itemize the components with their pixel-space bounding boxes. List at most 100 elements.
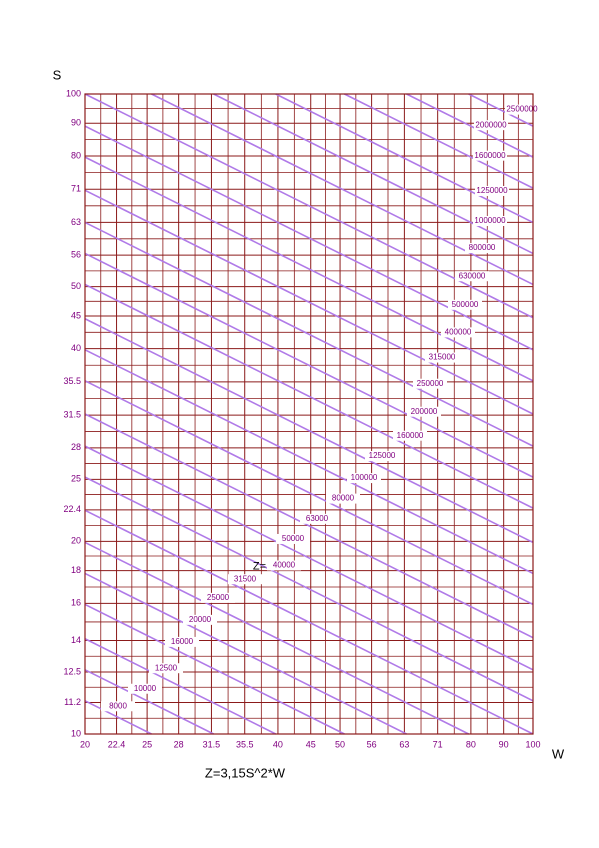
y-tick-label: 25 xyxy=(71,474,81,484)
z-label-bg xyxy=(228,574,262,585)
z-label-bg xyxy=(267,560,301,571)
z-line xyxy=(84,603,345,735)
z-label: 100000 xyxy=(351,473,378,482)
z-label-bg xyxy=(300,513,334,524)
z-label: 1250000 xyxy=(476,186,508,195)
y-tick-label: 90 xyxy=(71,118,81,128)
z-label-bg xyxy=(165,636,199,647)
z-label-bg xyxy=(474,120,508,131)
z-line xyxy=(84,638,277,735)
z-label: 63000 xyxy=(306,514,329,523)
z-label: 50000 xyxy=(282,534,305,543)
z-label-bg xyxy=(393,430,427,441)
y-tick-label: 56 xyxy=(71,250,81,260)
z-label-bg xyxy=(505,104,539,115)
z-line xyxy=(406,93,534,158)
z-line xyxy=(84,349,534,575)
z-line xyxy=(275,93,534,224)
z-label: 20000 xyxy=(189,615,212,624)
z-line xyxy=(84,252,534,478)
x-tick-label: 35.5 xyxy=(236,739,254,749)
z-line xyxy=(84,669,214,735)
z-label-bg xyxy=(183,614,217,625)
z-label: 500000 xyxy=(452,300,479,309)
y-tick-label: 31.5 xyxy=(63,409,81,419)
z-label: 2500000 xyxy=(506,105,538,114)
z-label: 25000 xyxy=(207,593,230,602)
z-label-bg xyxy=(347,473,381,484)
z-prefix: Z= xyxy=(253,560,266,572)
z-label-bg xyxy=(425,352,459,363)
z-label-bg xyxy=(441,327,475,338)
z-line xyxy=(84,221,534,447)
x-tick-label: 100 xyxy=(525,739,540,749)
x-tick-label: 63 xyxy=(399,739,409,749)
z-label: 630000 xyxy=(459,271,486,280)
z-label: 200000 xyxy=(411,407,438,416)
formula: Z=3,15S^2*W xyxy=(205,765,286,780)
x-tick-label: 25 xyxy=(142,739,152,749)
y-tick-label: 40 xyxy=(71,343,81,353)
z-line xyxy=(84,541,470,735)
y-tick-label: 10 xyxy=(71,728,81,738)
y-tick-label: 11.2 xyxy=(64,697,81,707)
z-line xyxy=(344,93,534,189)
z-label: 80000 xyxy=(332,494,355,503)
z-label-bg xyxy=(201,592,235,603)
y-tick-label: 28 xyxy=(71,442,81,452)
y-tick-label: 100 xyxy=(66,88,81,98)
z-label: 400000 xyxy=(445,327,472,336)
z-label: 10000 xyxy=(134,684,157,693)
y-tick-label: 16 xyxy=(71,598,81,608)
z-label: 315000 xyxy=(429,353,456,362)
y-axis-label: S xyxy=(53,67,62,82)
y-tick-label: 63 xyxy=(71,217,81,227)
z-label: 16000 xyxy=(171,637,194,646)
y-tick-label: 20 xyxy=(71,536,81,546)
z-line xyxy=(84,156,534,382)
z-label-bg xyxy=(455,271,489,282)
x-axis-label: W xyxy=(552,746,565,761)
x-tick-label: 80 xyxy=(466,739,476,749)
z-label-bg xyxy=(276,533,310,544)
z-label: 1000000 xyxy=(474,216,506,225)
z-label-bg xyxy=(149,663,183,674)
z-line xyxy=(84,318,534,544)
z-lines: 8000 10000 12500 16000 20000 25000 31500 40000 Z… xyxy=(84,93,539,735)
x-tick-label: 45 xyxy=(306,739,316,749)
x-tick-label: 50 xyxy=(335,739,345,749)
y-tick-label: 22.4 xyxy=(63,504,81,514)
z-line xyxy=(213,93,534,255)
z-line xyxy=(468,93,534,127)
z-label-bg xyxy=(365,451,399,462)
x-tick-label: 22.4 xyxy=(108,739,126,749)
y-tick-label: 80 xyxy=(71,150,81,160)
z-label: 31500 xyxy=(234,574,257,583)
x-tick-label: 40 xyxy=(273,739,283,749)
z-line xyxy=(84,413,534,639)
z-label-bg xyxy=(465,243,499,254)
z-line xyxy=(84,476,534,702)
z-line xyxy=(84,189,534,415)
y-tick-label: 71 xyxy=(71,184,81,194)
z-label: 8000 xyxy=(109,701,127,710)
z-label-bg xyxy=(413,378,447,389)
z-label: 40000 xyxy=(273,561,296,570)
z-label: 160000 xyxy=(397,431,424,440)
z-line xyxy=(84,509,534,735)
z-label: 800000 xyxy=(469,243,496,252)
y-tick-label: 12.5 xyxy=(63,666,81,676)
x-tick-label: 71 xyxy=(433,739,443,749)
x-tick-label: 56 xyxy=(367,739,377,749)
z-label-bg xyxy=(448,299,482,310)
z-label-bg xyxy=(473,215,507,226)
z-label-bg xyxy=(101,701,135,712)
z-label-bg xyxy=(473,150,507,161)
z-line xyxy=(84,700,152,735)
z-label-bg xyxy=(407,406,441,417)
z-label: 1600000 xyxy=(474,151,506,160)
x-tick-label: 31.5 xyxy=(203,739,221,749)
grid xyxy=(84,93,534,735)
